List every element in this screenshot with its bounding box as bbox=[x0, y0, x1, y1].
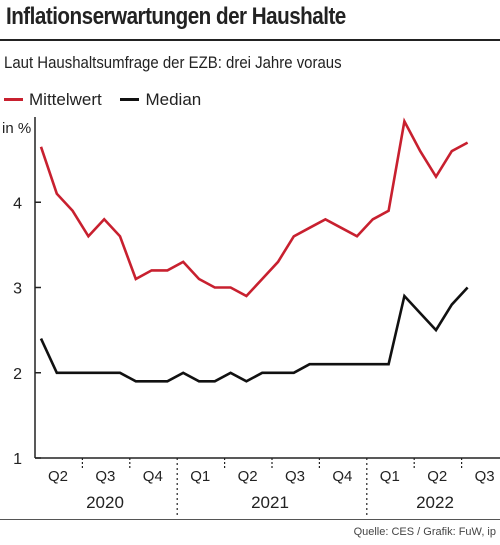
y-unit-label: in % bbox=[2, 120, 31, 137]
source-note: Quelle: CES / Grafik: FuW, ip bbox=[353, 526, 496, 538]
chart-legend: Mittelwert Median bbox=[4, 86, 215, 110]
x-quarter-label: Q1 bbox=[380, 468, 400, 485]
chart-subtitle: Laut Haushaltsumfrage der EZB: drei Jahr… bbox=[4, 53, 342, 72]
x-quarter-label: Q4 bbox=[332, 468, 352, 485]
series-line-mittelwert bbox=[39, 117, 469, 298]
title-divider bbox=[0, 39, 500, 41]
x-quarter-label: Q2 bbox=[427, 468, 447, 485]
chart-axis-labels: 1 2 3 4 in % Q2 Q3 Q4 Q1 Q2 Q3 Q4 Q1 Q2 Q3 2020 2021 2022 bbox=[2, 120, 495, 512]
chart-series bbox=[39, 117, 469, 383]
x-year-label: 2022 bbox=[416, 493, 454, 512]
footer-divider bbox=[0, 519, 500, 520]
x-quarter-label: Q3 bbox=[475, 468, 495, 485]
legend-label-median: Median bbox=[145, 89, 202, 109]
x-quarter-label: Q3 bbox=[95, 468, 115, 485]
chart-axes bbox=[34, 117, 500, 517]
y-tick-label: 2 bbox=[13, 366, 22, 383]
y-tick-label: 1 bbox=[13, 451, 22, 468]
x-quarter-label: Q3 bbox=[285, 468, 305, 485]
x-year-label: 2021 bbox=[251, 493, 289, 512]
y-tick-label: 3 bbox=[13, 281, 22, 298]
chart-title: Inflationserwartungen der Haushalte bbox=[6, 3, 346, 30]
legend-item-mittelwert: Mittelwert bbox=[4, 90, 102, 110]
x-year-label: 2020 bbox=[86, 493, 124, 512]
legend-label-mittelwert: Mittelwert bbox=[29, 89, 102, 109]
legend-swatch-mittelwert bbox=[4, 98, 23, 101]
x-quarter-label: Q2 bbox=[238, 468, 258, 485]
x-quarter-label: Q4 bbox=[143, 468, 163, 485]
legend-item-median: Median bbox=[120, 90, 201, 110]
legend-swatch-median bbox=[120, 98, 140, 101]
series-line-median bbox=[39, 286, 469, 383]
y-tick-label: 4 bbox=[13, 195, 22, 212]
x-quarter-label: Q2 bbox=[48, 468, 68, 485]
x-quarter-label: Q1 bbox=[190, 468, 210, 485]
